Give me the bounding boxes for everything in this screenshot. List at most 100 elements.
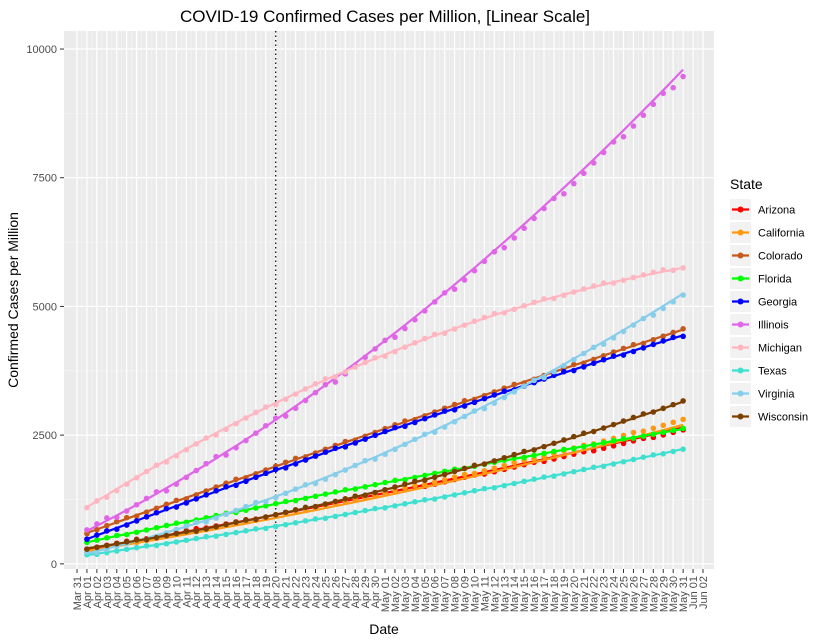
legend-item: Illinois bbox=[730, 314, 789, 335]
x-tick-label: Apr 06 bbox=[132, 576, 144, 608]
x-tick-label: May 03 bbox=[400, 576, 412, 612]
x-tick-label: Apr 20 bbox=[271, 576, 283, 608]
x-tick-label: May 22 bbox=[589, 576, 601, 612]
x-tick-label: May 26 bbox=[628, 576, 640, 612]
data-point bbox=[431, 479, 438, 486]
x-tick-label: May 27 bbox=[638, 576, 650, 612]
x-tick-label: Apr 25 bbox=[320, 576, 332, 608]
series-layer bbox=[84, 68, 686, 558]
data-point bbox=[640, 112, 647, 119]
y-tick-label: 0 bbox=[51, 559, 57, 571]
data-point bbox=[680, 416, 686, 423]
y-tick-label: 10000 bbox=[26, 44, 57, 56]
x-tick-label: May 06 bbox=[430, 576, 442, 612]
legend-key-point bbox=[737, 367, 744, 374]
x-tick-label: May 07 bbox=[440, 576, 452, 612]
y-axis-title: Confirmed Cases per Million bbox=[5, 212, 21, 388]
y-tick-label: 2500 bbox=[33, 430, 57, 442]
legend-label: Colorado bbox=[758, 251, 803, 263]
series-texas bbox=[84, 446, 686, 558]
x-tick-label: Apr 22 bbox=[291, 576, 303, 608]
x-tick-label: May 29 bbox=[658, 576, 670, 612]
data-point bbox=[620, 133, 627, 140]
x-tick-label: Apr 24 bbox=[310, 576, 322, 608]
data-point bbox=[680, 265, 686, 271]
x-tick-label: Apr 18 bbox=[251, 576, 263, 608]
x-tick-label: May 02 bbox=[390, 576, 402, 612]
x-tick-label: Apr 17 bbox=[241, 576, 253, 608]
y-tick-label: 7500 bbox=[33, 173, 57, 185]
trend-line bbox=[86, 400, 684, 550]
legend-label: Georgia bbox=[758, 297, 798, 309]
data-point bbox=[561, 191, 567, 197]
trend-line bbox=[86, 447, 684, 557]
plot-panel bbox=[64, 31, 714, 569]
series-michigan bbox=[84, 265, 686, 511]
legend-key-point bbox=[737, 298, 744, 305]
x-tick-label: May 20 bbox=[569, 576, 581, 612]
trend-line bbox=[86, 423, 684, 553]
legend-label: Wisconsin bbox=[758, 412, 808, 424]
data-point bbox=[511, 460, 518, 466]
x-tick-label: Apr 28 bbox=[350, 576, 362, 608]
x-tick-label: May 12 bbox=[489, 576, 501, 612]
x-tick-label: Apr 27 bbox=[340, 576, 352, 608]
trend-line bbox=[86, 266, 684, 509]
legend-label: Illinois bbox=[758, 320, 789, 332]
series-wisconsin bbox=[84, 398, 686, 552]
x-axis-title: Date bbox=[369, 621, 399, 637]
legend-label: Arizona bbox=[758, 205, 796, 217]
y-axis: 0 2500 5000 7500 10000 bbox=[26, 44, 64, 571]
x-tick-label: Apr 19 bbox=[261, 576, 273, 608]
data-point bbox=[630, 429, 637, 436]
x-tick-label: Mar 31 bbox=[72, 576, 84, 610]
x-tick-label: May 16 bbox=[529, 576, 541, 612]
x-tick-label: May 14 bbox=[509, 576, 521, 612]
chart-title: COVID-19 Confirmed Cases per Million, [L… bbox=[180, 7, 590, 26]
x-tick-label: Apr 02 bbox=[92, 576, 104, 608]
x-tick-label: Apr 08 bbox=[151, 576, 163, 608]
data-point bbox=[670, 84, 676, 91]
y-tick-label: 5000 bbox=[33, 301, 57, 313]
x-tick-label: May 30 bbox=[668, 576, 680, 612]
data-point bbox=[571, 180, 577, 187]
x-tick-label: May 24 bbox=[609, 576, 621, 612]
legend-key-point bbox=[737, 206, 744, 213]
x-tick-label: May 04 bbox=[410, 576, 422, 612]
x-tick-label: May 25 bbox=[619, 576, 631, 612]
x-tick-label: Jun 02 bbox=[698, 576, 710, 609]
data-point bbox=[660, 422, 667, 429]
legend-label: Virginia bbox=[758, 389, 795, 401]
x-tick-label: Apr 30 bbox=[370, 576, 382, 608]
x-tick-label: Apr 29 bbox=[360, 576, 372, 608]
data-point bbox=[461, 471, 468, 478]
data-point bbox=[491, 465, 498, 472]
x-tick-label: May 05 bbox=[420, 576, 432, 612]
data-point bbox=[670, 419, 676, 426]
x-tick-label: Apr 13 bbox=[201, 576, 213, 608]
legend-key-point bbox=[737, 321, 744, 328]
x-tick-label: Apr 07 bbox=[142, 576, 154, 608]
legend-item: California bbox=[730, 222, 805, 243]
data-point bbox=[392, 334, 398, 341]
legend-item: Wisconsin bbox=[730, 406, 808, 427]
legend-label: Michigan bbox=[758, 343, 802, 355]
x-tick-label: May 09 bbox=[460, 576, 472, 612]
data-point bbox=[451, 286, 458, 293]
trend-line bbox=[86, 427, 684, 544]
x-tick-label: May 15 bbox=[519, 576, 531, 612]
trend-line bbox=[86, 292, 684, 555]
legend-item: Georgia bbox=[730, 291, 798, 312]
legend-item: Michigan bbox=[730, 337, 802, 358]
x-tick-label: Apr 15 bbox=[221, 576, 233, 608]
series-georgia bbox=[84, 333, 686, 543]
legend-label: California bbox=[758, 228, 805, 240]
data-point bbox=[630, 123, 637, 129]
x-tick-label: Apr 09 bbox=[161, 576, 173, 608]
legend-item: Texas bbox=[730, 360, 787, 381]
legend-key-point bbox=[737, 413, 744, 420]
x-tick-label: Apr 12 bbox=[191, 576, 203, 608]
legend-key-point bbox=[737, 275, 744, 282]
